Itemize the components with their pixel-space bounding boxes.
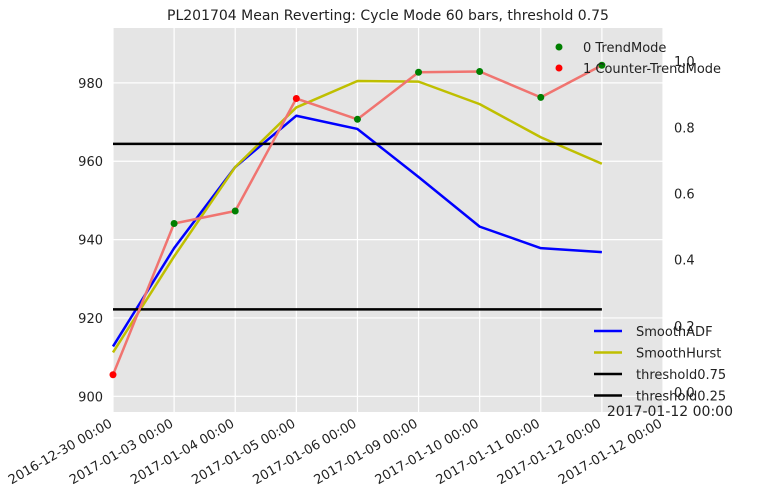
left-y-tick-label: 980 [78,77,103,92]
right-y-tick-label: 0.8 [674,121,695,136]
right-y-tick-label: 0.4 [674,254,695,269]
grid-lines [112,28,664,412]
legend-label: threshold0.75 [636,368,726,383]
mode-point [415,68,423,76]
legend-marker [555,43,563,51]
legend-modes: 0 TrendMode 1 Counter-TrendMode [555,41,721,77]
x-tick-label: 2017-01-10 00:00 [373,416,482,488]
mode-point [353,115,361,123]
right-y-tick-label: 0.6 [674,188,695,203]
mode-point [537,93,545,101]
mode-point [109,371,117,379]
legend-label: 1 Counter-TrendMode [583,62,721,77]
mode-point [476,67,484,75]
legend-label: SmoothADF [636,325,713,340]
mode-point [170,220,178,228]
x-tick-label: 2017-01-03 00:00 [67,416,176,488]
chart-title: PL201704 Mean Reverting: Cycle Mode 60 b… [167,8,609,24]
legend-lines: SmoothADF SmoothHurst threshold0.75 thresho… [594,325,726,405]
x-tick-label: 2017-01-11 00:00 [434,416,543,488]
x-tick-label: 2016-12-30 00:00 [6,416,115,488]
x-tick-label: 2017-01-05 00:00 [189,416,298,488]
x-tick-label: 2017-01-09 00:00 [312,416,421,488]
left-y-axis: 900 920 940 960 980 [78,77,103,405]
mode-points [109,61,606,379]
legend-label: SmoothHurst [636,347,721,362]
x-tick-label: 2017-01-12 00:00 [556,416,665,488]
mode-point [292,95,300,103]
right-y-tick-label: 0.2 [674,320,695,335]
legend-label: threshold0.25 [636,390,726,405]
series-layer [111,79,603,354]
left-y-tick-label: 900 [78,390,103,405]
mode-point [598,61,606,69]
right-y-axis: 0.0 0.2 0.4 0.6 0.8 1.0 [674,55,695,401]
x-tick-label: 2017-01-12 00:00 [495,416,604,488]
legend-label: 0 TrendMode [583,41,666,56]
x-tick-label: 2017-01-06 00:00 [250,416,359,488]
left-y-tick-label: 960 [78,155,103,170]
left-y-tick-label: 920 [78,312,103,327]
legend-marker [555,64,563,72]
series-line-SmoothHurst [111,79,603,354]
mode-point [231,207,239,215]
right-y-tick-label: 0.0 [674,386,695,401]
right-y-tick-label: 1.0 [674,55,695,70]
plot-background [113,28,663,412]
x-axis-offset-label: 2017-01-12 00:00 [607,404,733,420]
left-y-tick-label: 940 [78,234,103,249]
x-tick-label: 2017-01-04 00:00 [128,416,237,488]
series-line-SmoothADF [111,114,602,348]
